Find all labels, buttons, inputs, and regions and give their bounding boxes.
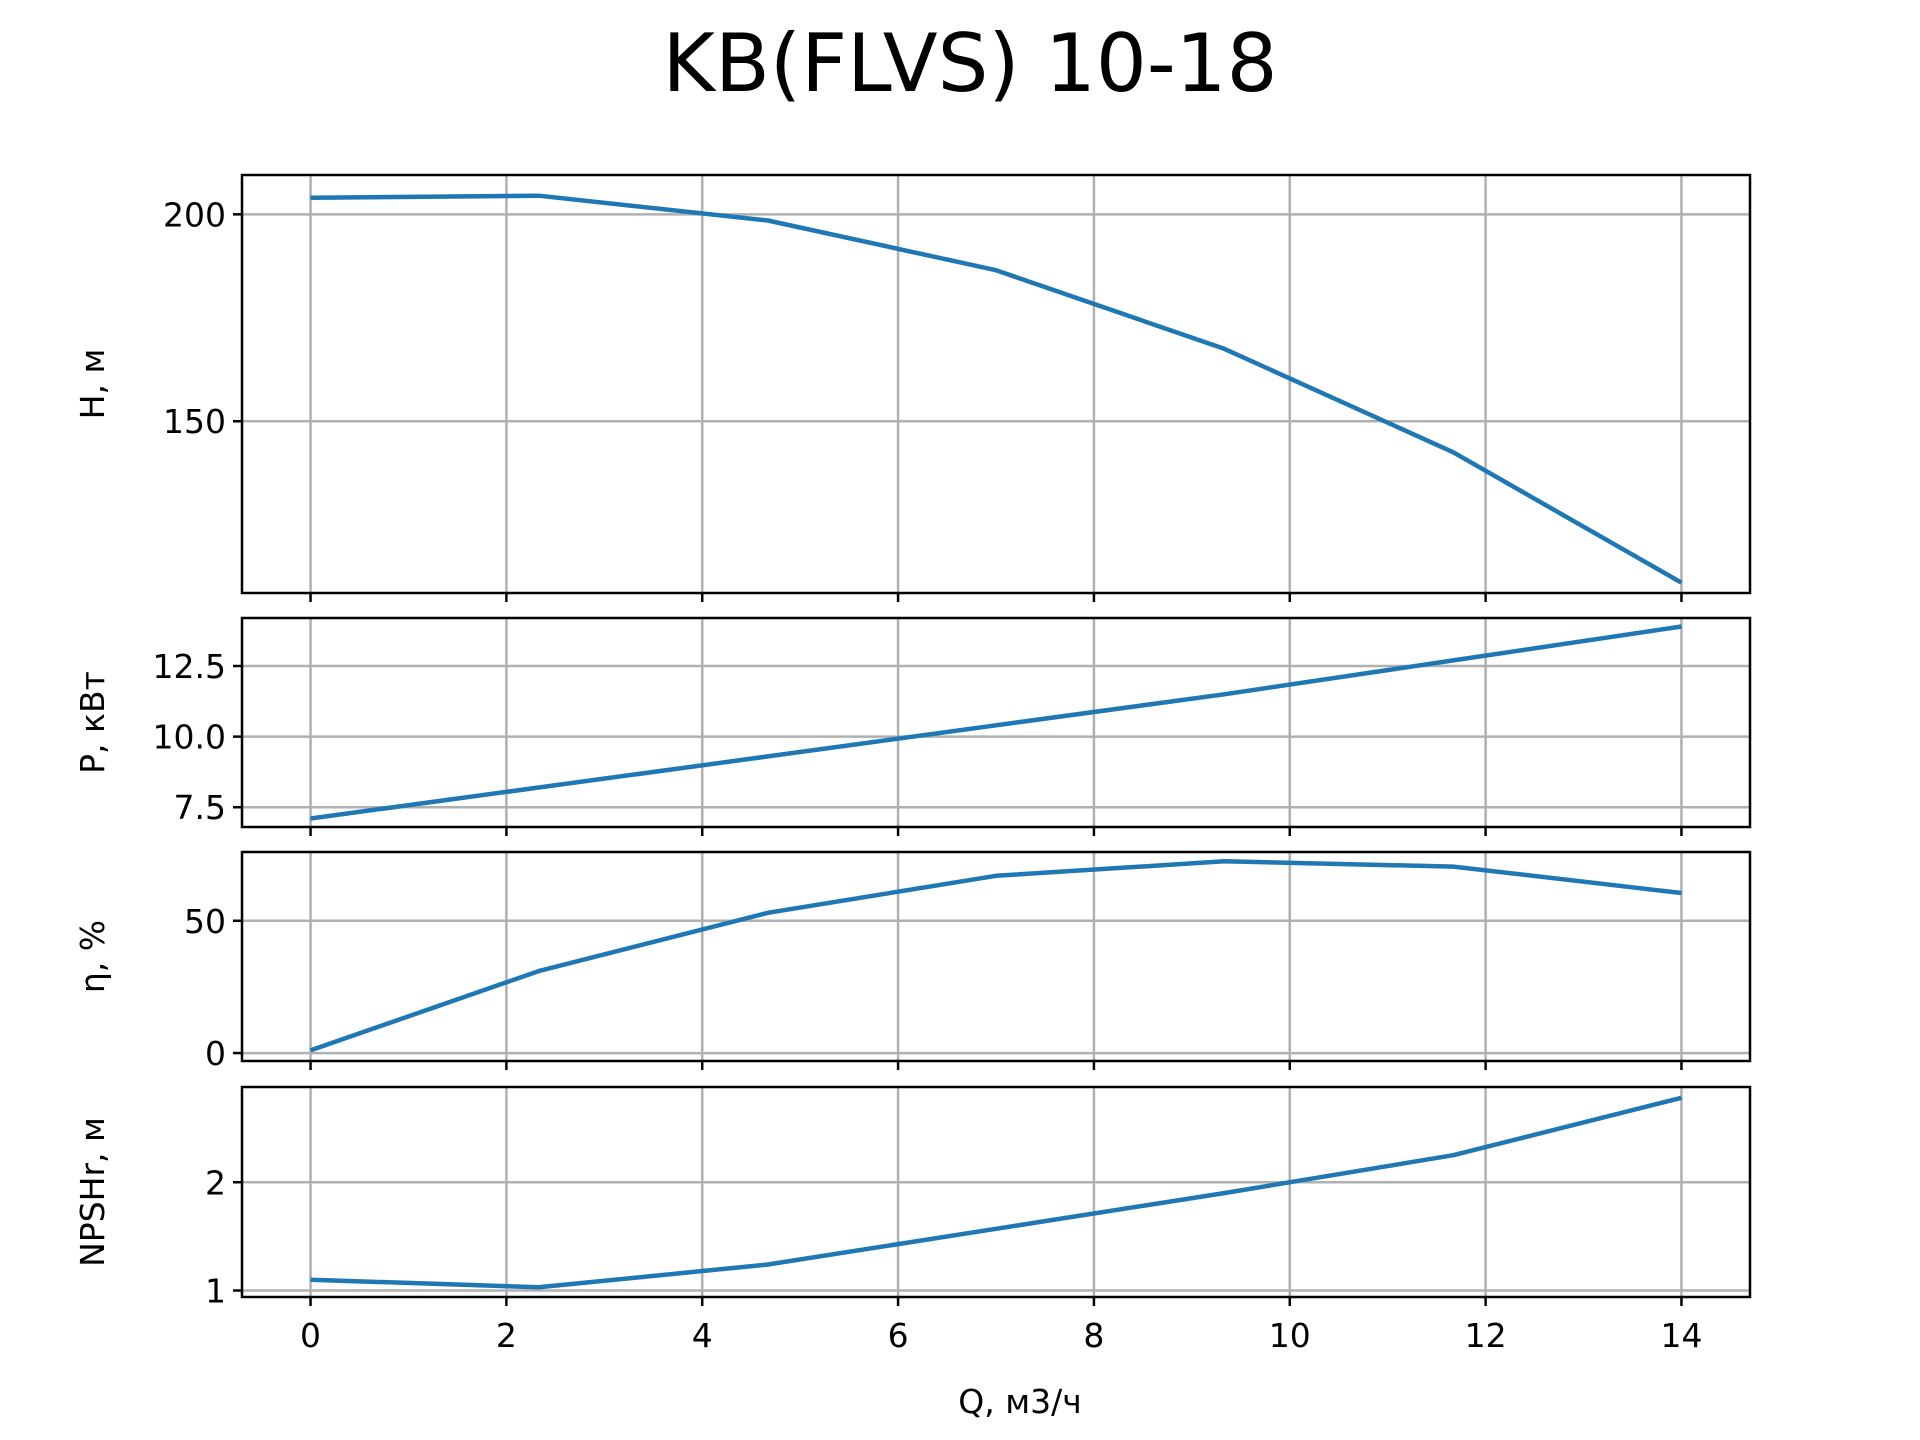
x-axis-label: Q, м3/ч (958, 1382, 1081, 1421)
y-tick-label: 0 (205, 1034, 226, 1073)
plot-frame (240, 173, 1752, 595)
y-tick-label: 1 (205, 1272, 226, 1311)
panel-efficiency: 0 50 η, % (73, 850, 1752, 1073)
y-tick-label: 200 (163, 195, 226, 234)
plot-frame (240, 616, 1752, 829)
panel-power: 7.5 10.0 12.5 P, кВт (73, 616, 1752, 836)
panel-head: 150 200 H, м (73, 173, 1752, 602)
y-axis-label-head: H, м (73, 349, 112, 420)
y-tick-label: 12.5 (153, 647, 226, 686)
series-line-head (310, 193, 1683, 585)
y-tick-label: 10.0 (153, 718, 226, 757)
y-axis-label-npsh: NPSHr, м (73, 1117, 112, 1267)
series-line-npsh (310, 1095, 1683, 1290)
x-axis-ticks: 0 2 4 6 8 10 12 14 (300, 1316, 1702, 1355)
plot-frame (240, 1085, 1752, 1299)
x-tick-label: 12 (1465, 1316, 1507, 1355)
chart-title: KB(FLVS) 10-18 (663, 17, 1278, 110)
panel-npsh: 1 2 NPSHr, м (73, 1085, 1752, 1311)
y-tick-label: 2 (205, 1163, 226, 1202)
y-tick-label: 7.5 (174, 788, 226, 827)
x-tick-label: 2 (496, 1316, 517, 1355)
y-tick-label: 150 (163, 402, 226, 441)
x-tick-label: 14 (1660, 1316, 1702, 1355)
series-line-power (310, 624, 1682, 821)
y-axis-label-power: P, кВт (73, 671, 112, 774)
x-tick-label: 10 (1269, 1316, 1311, 1355)
x-tick-label: 6 (888, 1316, 909, 1355)
series-line-efficiency (309, 859, 1682, 1053)
y-axis-label-efficiency: η, % (73, 920, 112, 993)
x-tick-label: 0 (300, 1316, 321, 1355)
x-tick-label: 4 (692, 1316, 713, 1355)
y-tick-label: 50 (184, 902, 226, 941)
x-tick-label: 8 (1083, 1316, 1104, 1355)
panels: 150 200 H, м 7.5 10.0 12.5 P, кВт 0 50 η, % 1 2 NPSH… (73, 173, 1752, 1311)
plot-frame (240, 850, 1752, 1063)
